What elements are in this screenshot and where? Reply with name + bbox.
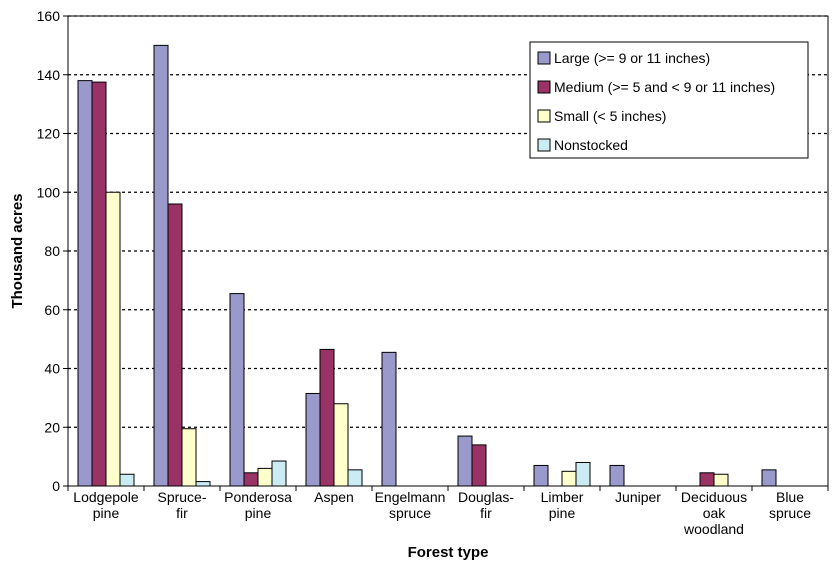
x-tick-label: Spruce-fir (157, 489, 206, 521)
bar (305, 392, 321, 487)
y-axis-title: Thousand acres (9, 193, 26, 308)
x-tick-label: Aspen (314, 489, 354, 505)
bar (471, 444, 487, 487)
y-tick-label: 20 (44, 419, 60, 435)
legend: Large (>= 9 or 11 inches) Medium (>= 5 an… (529, 41, 809, 159)
y-tick-label: 140 (37, 67, 61, 83)
y-tick-label: 40 (44, 361, 60, 377)
y-tick-label: 100 (37, 184, 61, 200)
bar (575, 462, 591, 487)
y-tick-label: 0 (52, 478, 60, 494)
legend-box (529, 41, 809, 159)
x-tick-label: Engelmann spruce (375, 489, 446, 521)
legend-swatch (537, 80, 551, 94)
y-tick-labels: 0 20 40 60 80 100 120 140 160 (37, 8, 61, 494)
bar (243, 472, 259, 487)
bar (609, 464, 625, 487)
y-tick-label: 160 (37, 8, 61, 24)
legend-swatch (537, 51, 551, 65)
bar (699, 472, 715, 487)
x-tick-label: Deciduous oak woodland (681, 489, 747, 537)
legend-label: Small (< 5 inches) (554, 108, 666, 124)
bar (229, 293, 245, 487)
bar (533, 464, 549, 487)
bar (271, 460, 287, 487)
bar (713, 473, 729, 487)
legend-label: Large (>= 9 or 11 inches) (554, 50, 710, 66)
x-tick-labels: Lodgepole pine Spruce-fir Ponderosa pine Aspe… (73, 489, 811, 537)
bar (761, 469, 777, 487)
x-axis-title: Forest type (408, 544, 489, 561)
y-tick-label: 80 (44, 243, 60, 259)
legend-label: Medium (>= 5 and < 9 or 11 inches) (554, 79, 775, 95)
x-tick-label: Limber pine (541, 489, 584, 521)
bar (333, 403, 349, 487)
legend-label: Nonstocked (554, 137, 628, 153)
bar (105, 191, 121, 487)
bar (91, 81, 107, 487)
bar (167, 203, 183, 487)
y-tick-label: 120 (37, 126, 61, 142)
bar (77, 80, 93, 487)
bar (195, 481, 211, 487)
bar (119, 473, 135, 487)
x-tick-label: Blue spruce (769, 489, 811, 521)
x-tick-label: Lodgepole pine (73, 489, 139, 521)
x-tick-label: Juniper (615, 489, 661, 505)
legend-swatch (537, 109, 551, 123)
bar (381, 351, 397, 487)
bar (153, 44, 169, 487)
axes (63, 15, 829, 491)
bar (181, 428, 197, 487)
bar (347, 469, 363, 487)
bar (457, 435, 473, 487)
x-tick-label: Ponderosa pine (224, 489, 292, 521)
legend-swatch (537, 138, 551, 152)
bar (257, 467, 273, 487)
bar (561, 470, 577, 487)
y-tick-label: 60 (44, 302, 60, 318)
bar (319, 348, 335, 487)
x-tick-label: Douglas-fir (458, 489, 514, 521)
